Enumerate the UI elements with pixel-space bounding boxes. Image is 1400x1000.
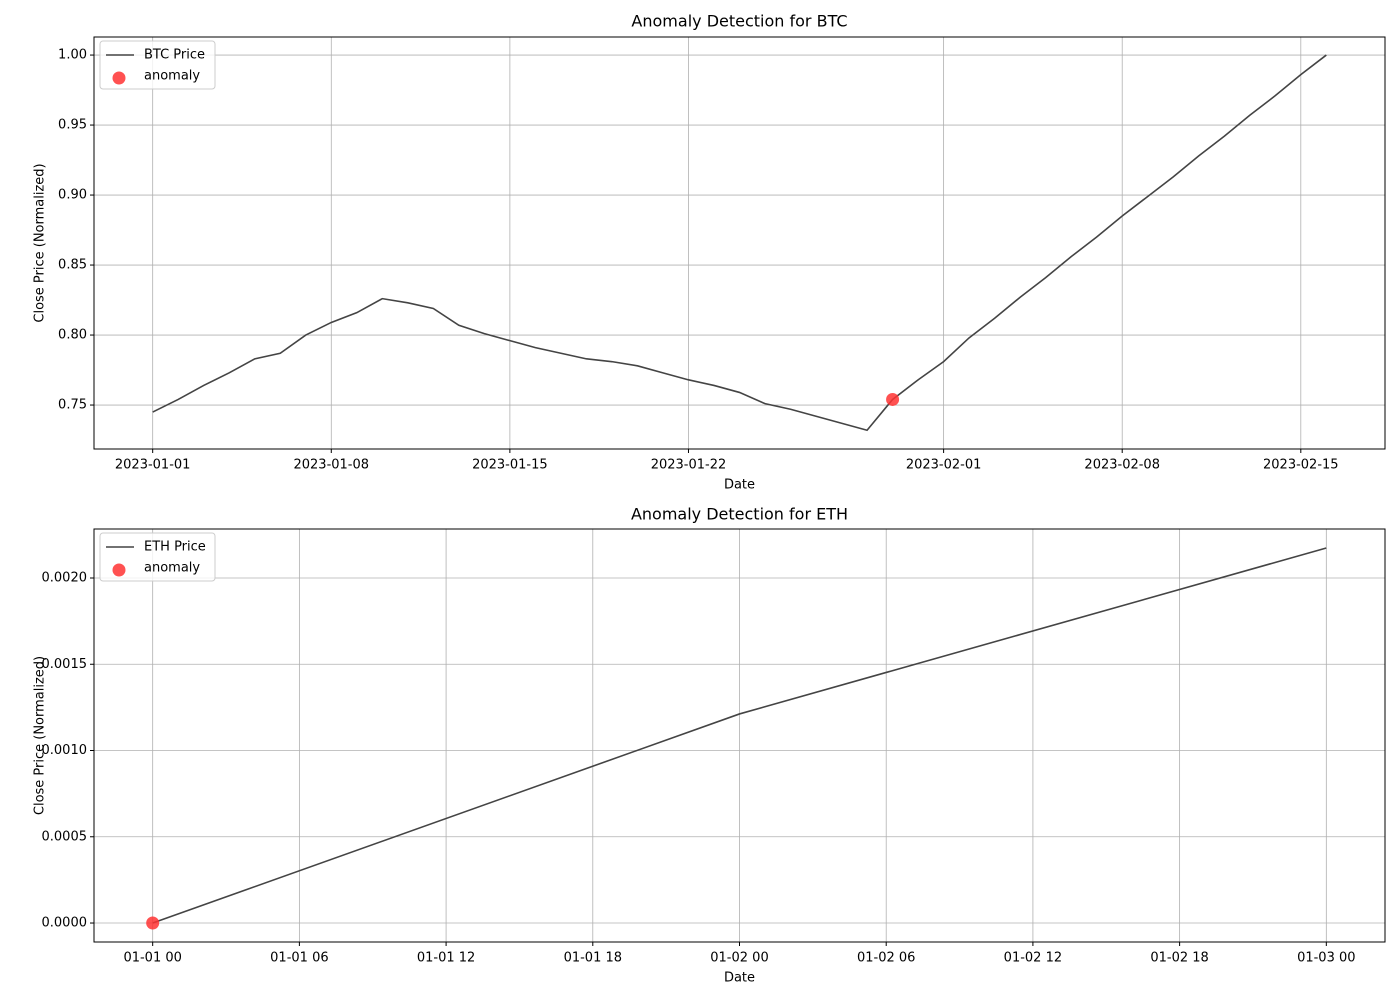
- x-tick-label: 01-01 00: [123, 951, 181, 966]
- y-axis-label: Close Price (Normalized): [33, 656, 48, 815]
- y-tick-label: 0.80: [58, 328, 87, 343]
- legend-label: anomaly: [144, 561, 200, 576]
- x-tick-label: 2023-01-01: [115, 458, 191, 473]
- x-tick-label: 2023-01-08: [293, 458, 369, 473]
- y-tick-label: 0.0015: [42, 657, 88, 672]
- x-tick-label: 01-01 12: [417, 951, 475, 966]
- price-line: [152, 547, 1327, 924]
- x-tick-label: 01-02 12: [1004, 951, 1062, 966]
- anomaly-point: [146, 916, 160, 930]
- x-axis-label: Date: [724, 971, 755, 986]
- anomaly-point: [886, 392, 900, 406]
- y-tick-label: 0.75: [58, 398, 87, 413]
- x-tick-label: 2023-02-08: [1084, 458, 1160, 473]
- x-tick-label: 2023-01-15: [472, 458, 548, 473]
- chart-title: Anomaly Detection for ETH: [631, 505, 848, 524]
- x-tick-label: 01-01 18: [564, 951, 622, 966]
- legend-label: BTC Price: [144, 48, 205, 63]
- y-tick-label: 0.90: [58, 188, 87, 203]
- legend-marker: [112, 563, 126, 577]
- x-tick-label: 2023-02-15: [1263, 458, 1339, 473]
- x-tick-label: 01-02 18: [1150, 951, 1208, 966]
- legend-box: [99, 40, 216, 90]
- y-tick-label: 1.00: [58, 48, 87, 63]
- y-tick-label: 0.85: [58, 258, 87, 273]
- legend-label: ETH Price: [144, 540, 206, 555]
- plot-frame: [93, 528, 1386, 943]
- x-axis-label: Date: [724, 478, 755, 493]
- legend-box: [99, 532, 216, 582]
- legend-label: anomaly: [144, 69, 200, 84]
- price-line: [152, 54, 1327, 432]
- y-tick-label: 0.95: [58, 118, 87, 133]
- y-axis-label: Close Price (Normalized): [33, 163, 48, 322]
- x-tick-label: 01-02 06: [857, 951, 915, 966]
- x-tick-label: 2023-01-22: [651, 458, 727, 473]
- chart-title: Anomaly Detection for BTC: [631, 12, 847, 31]
- y-tick-label: 0.0005: [42, 829, 88, 844]
- x-tick-label: 01-03 00: [1297, 951, 1355, 966]
- x-tick-label: 2023-02-01: [906, 458, 982, 473]
- y-tick-label: 0.0000: [42, 916, 88, 931]
- y-tick-label: 0.0020: [42, 570, 88, 585]
- legend-marker: [112, 71, 126, 85]
- y-tick-label: 0.0010: [42, 743, 88, 758]
- plot-frame: [93, 36, 1386, 450]
- x-tick-label: 01-01 06: [270, 951, 328, 966]
- x-tick-label: 01-02 00: [710, 951, 768, 966]
